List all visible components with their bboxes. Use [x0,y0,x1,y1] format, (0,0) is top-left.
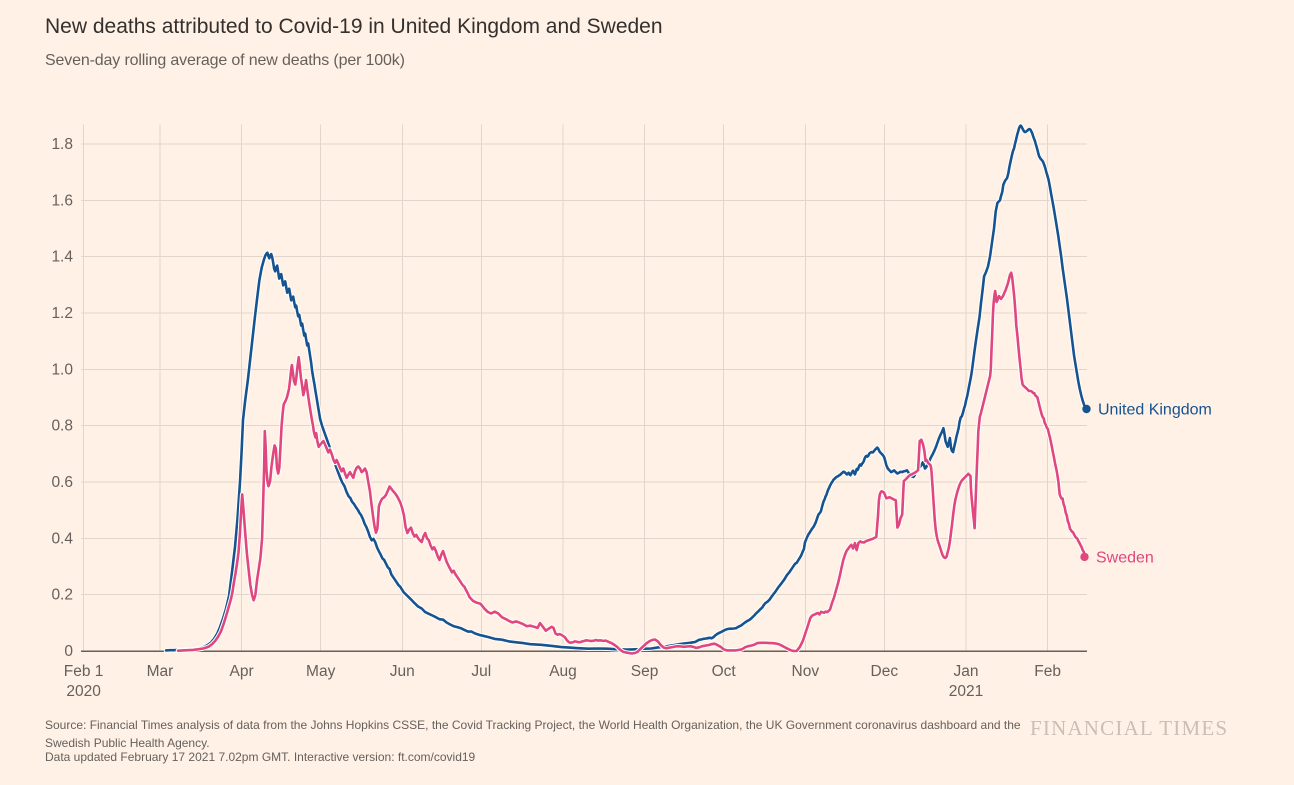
svg-text:Oct: Oct [712,663,737,680]
svg-text:0.4: 0.4 [51,530,73,547]
svg-text:1.2: 1.2 [51,305,73,322]
svg-text:Dec: Dec [871,663,899,680]
svg-text:0.8: 0.8 [51,418,73,435]
svg-text:1.8: 1.8 [51,136,73,153]
svg-text:Jun: Jun [390,663,415,680]
svg-text:Feb 1: Feb 1 [64,663,104,680]
svg-text:0: 0 [64,643,73,660]
svg-text:Jul: Jul [471,663,491,680]
svg-text:Jan: Jan [954,663,979,680]
svg-text:2020: 2020 [66,683,101,700]
svg-text:United Kingdom: United Kingdom [1098,402,1212,419]
svg-text:Nov: Nov [792,663,820,680]
svg-text:May: May [306,663,336,680]
svg-text:1.0: 1.0 [51,361,73,378]
svg-text:Aug: Aug [549,663,577,680]
svg-text:0.6: 0.6 [51,474,73,491]
svg-text:Mar: Mar [147,663,174,680]
svg-text:Feb: Feb [1034,663,1061,680]
svg-text:Apr: Apr [230,663,254,680]
svg-text:2021: 2021 [949,683,983,700]
svg-text:1.6: 1.6 [51,192,73,209]
svg-text:Sep: Sep [631,663,659,680]
svg-text:0.2: 0.2 [51,587,73,604]
svg-text:1.4: 1.4 [51,249,73,266]
svg-text:Sweden: Sweden [1096,549,1154,566]
